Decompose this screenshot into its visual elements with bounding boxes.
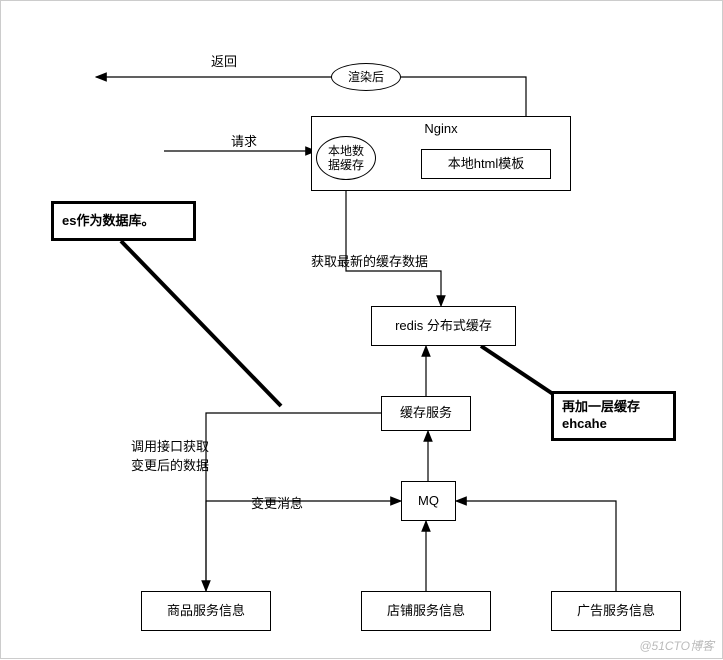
fetch-latest-label: 获取最新的缓存数据 [311,251,428,270]
local-cache-ellipse: 本地数 据缓存 [316,136,376,180]
ad-service-node: 广告服务信息 [551,591,681,631]
edge-nginx-to-fetch [346,191,441,306]
call-api-label: 调用接口获取 变更后的数据 [131,436,209,474]
redis-node: redis 分布式缓存 [371,306,516,346]
render-ellipse: 渲染后 [331,63,401,91]
change-msg-label: 变更消息 [251,493,303,512]
thick-line-ehcache-pointer [481,346,556,396]
thick-line-es-pointer [121,241,281,406]
request-label: 请求 [231,131,257,150]
edge-product-to-mq [206,501,401,591]
product-service-node: 商品服务信息 [141,591,271,631]
es-note-box: es作为数据库。 [51,201,196,241]
cache-service-node: 缓存服务 [381,396,471,431]
ehcache-note-box: 再加一层缓存 ehcahe [551,391,676,441]
html-template-node: 本地html模板 [421,149,551,179]
return-label: 返回 [211,51,237,70]
watermark-text: @51CTO博客 [639,637,714,654]
edge-nginx-top-right [401,77,526,116]
shop-service-node: 店铺服务信息 [361,591,491,631]
connectors-layer [1,1,723,660]
mq-node: MQ [401,481,456,521]
edge-ad-to-mq [456,501,616,591]
